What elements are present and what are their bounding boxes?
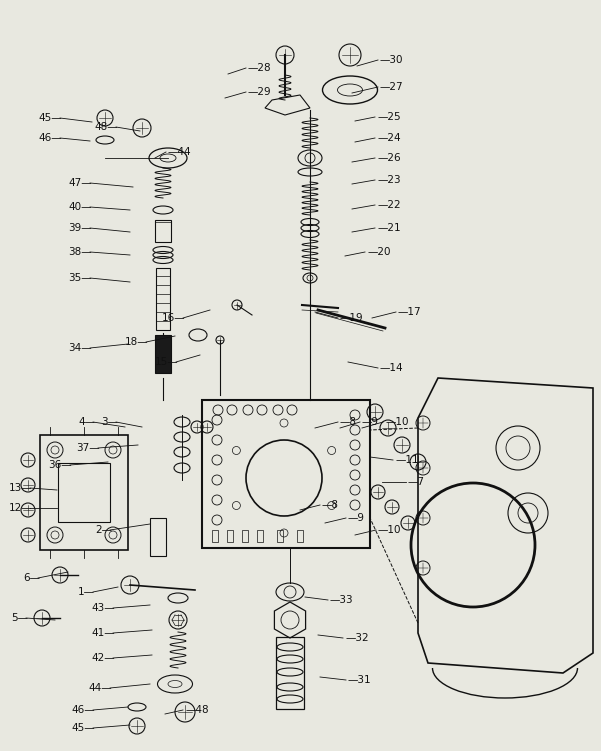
Bar (150, 518, 166, 556)
Text: —25: —25 (377, 112, 401, 122)
Text: —8: —8 (322, 500, 339, 510)
Text: —10: —10 (378, 525, 401, 535)
Text: 4—: 4— (78, 417, 95, 427)
Text: —9: —9 (348, 513, 365, 523)
Text: —32: —32 (345, 633, 368, 643)
Bar (277, 530, 283, 542)
Bar (242, 530, 248, 542)
Text: —24: —24 (377, 133, 401, 143)
Text: —11: —11 (395, 455, 419, 465)
Text: 43—: 43— (91, 603, 115, 613)
Bar (297, 530, 303, 542)
Text: 46—: 46— (72, 705, 95, 715)
Text: 45—: 45— (38, 113, 62, 123)
Bar (227, 530, 233, 542)
Text: 46—: 46— (38, 133, 62, 143)
Bar (40, 435, 128, 550)
Text: —19: —19 (340, 313, 364, 323)
Text: —9: —9 (362, 417, 379, 427)
Text: 35—: 35— (69, 273, 92, 283)
Text: 38—: 38— (69, 247, 92, 257)
Text: 34—: 34— (69, 343, 92, 353)
Text: 45—: 45— (72, 723, 95, 733)
Text: —21: —21 (377, 223, 401, 233)
Text: —33: —33 (330, 595, 353, 605)
Text: —30: —30 (380, 55, 403, 65)
Text: —48: —48 (185, 705, 209, 715)
Text: —22: —22 (377, 200, 401, 210)
Text: —28: —28 (248, 63, 272, 73)
Text: 12—: 12— (8, 503, 32, 513)
Bar (276, 637, 304, 709)
Text: 40—: 40— (69, 202, 92, 212)
Bar (155, 220, 171, 242)
Text: —20: —20 (367, 247, 391, 257)
Text: —8: —8 (340, 417, 357, 427)
Text: 18—: 18— (124, 337, 148, 347)
Bar (212, 530, 218, 542)
Text: 36—: 36— (48, 460, 72, 470)
Text: 5—: 5— (11, 613, 28, 623)
Text: 15—: 15— (154, 357, 178, 367)
Bar (257, 530, 263, 542)
Text: 16—: 16— (162, 313, 185, 323)
Text: —17: —17 (398, 307, 422, 317)
Text: —31: —31 (348, 675, 371, 685)
Text: 6—: 6— (23, 573, 40, 583)
Text: 47—: 47— (69, 178, 92, 188)
Bar (155, 335, 171, 373)
Text: —26: —26 (377, 153, 401, 163)
Text: 2—: 2— (95, 525, 112, 535)
Text: —7: —7 (408, 477, 425, 487)
Text: —23: —23 (377, 175, 401, 185)
Text: 1—: 1— (78, 587, 95, 597)
Text: —27: —27 (380, 82, 404, 92)
Text: 48—: 48— (94, 122, 118, 132)
Text: 13—: 13— (8, 483, 32, 493)
Text: 37—: 37— (76, 443, 100, 453)
Bar (156, 268, 170, 330)
Text: 39—: 39— (69, 223, 92, 233)
Text: —14: —14 (380, 363, 404, 373)
Text: 3—: 3— (101, 417, 118, 427)
Bar (58, 463, 110, 522)
Text: —10: —10 (385, 417, 409, 427)
Text: —29: —29 (248, 87, 272, 97)
Text: 41—: 41— (91, 628, 115, 638)
Text: 42—: 42— (91, 653, 115, 663)
Text: 44—: 44— (88, 683, 112, 693)
Bar (202, 400, 370, 548)
Text: —44: —44 (168, 147, 192, 157)
